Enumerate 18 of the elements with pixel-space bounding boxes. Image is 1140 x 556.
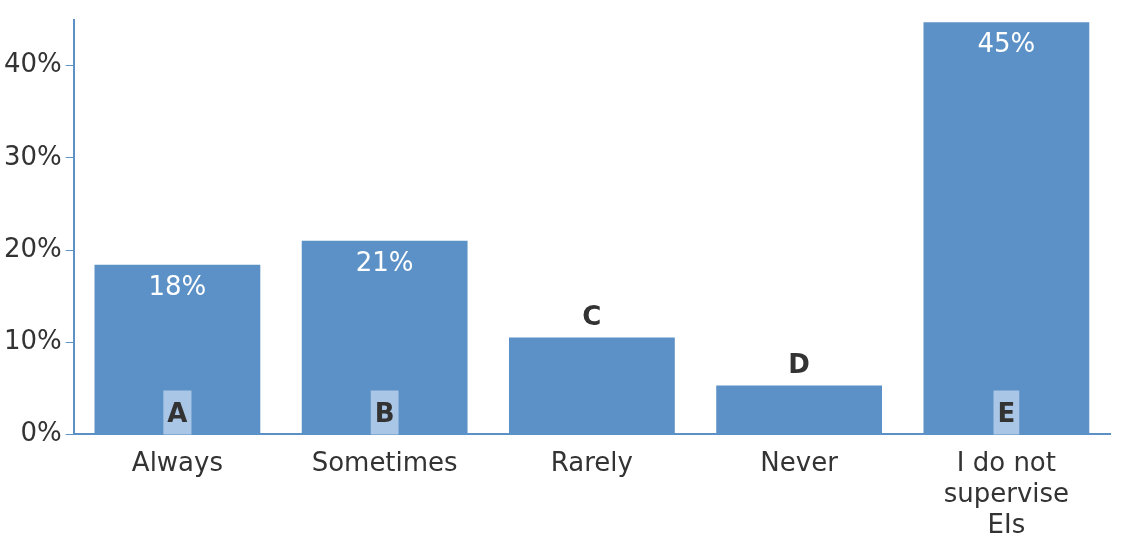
data-label: 18% — [148, 270, 207, 301]
x-tick-label: Sometimes — [311, 446, 458, 477]
annotation: E — [997, 398, 1016, 429]
y-tick-label: 20% — [3, 232, 62, 263]
y-tick-label: 10% — [3, 324, 62, 355]
data-label: 21% — [355, 246, 414, 277]
annotation: A — [167, 398, 188, 429]
annotation: D — [788, 349, 810, 380]
y-tick-label: 0% — [20, 417, 62, 448]
x-tick-label: Rarely — [550, 446, 633, 477]
data-label: 45% — [977, 28, 1036, 59]
y-tick-label: 30% — [3, 140, 62, 171]
x-tick-label: Always — [131, 446, 223, 477]
x-tick-label: I do not supervise EIs — [943, 446, 1070, 540]
annotation: C — [582, 301, 602, 332]
y-tick-label: 40% — [3, 48, 62, 79]
x-tick-label: Never — [760, 446, 839, 477]
annotation: B — [374, 398, 395, 429]
